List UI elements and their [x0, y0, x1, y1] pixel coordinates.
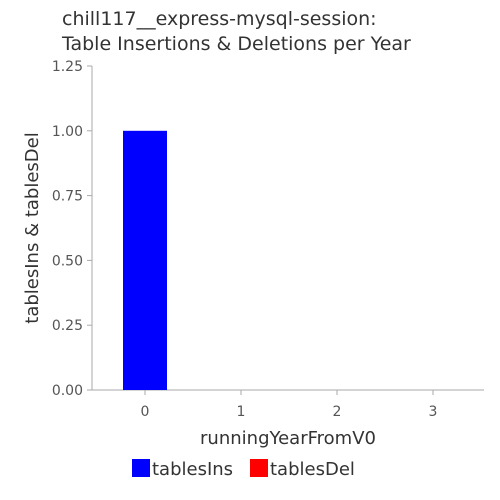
- bar-tablesIns-0: [123, 130, 167, 391]
- y-tick-label-0: 0.00: [52, 383, 83, 399]
- x-tick-label-0: 0: [141, 404, 150, 420]
- y-tick-label-2: 0.50: [52, 253, 83, 269]
- y-tick-label-5: 1.25: [52, 59, 83, 75]
- plot-area: 0.00 0.25 0.50 0.75 1.00 1.25 0 1 2 3: [52, 59, 484, 420]
- chart-title: chill117__express-mysql-session: Table I…: [61, 8, 411, 55]
- y-tick-label-3: 0.75: [52, 189, 83, 205]
- y-tick-label-4: 1.00: [52, 124, 83, 140]
- chart-title-line-1: chill117__express-mysql-session:: [62, 8, 377, 30]
- x-tick-label-3: 3: [429, 404, 438, 420]
- x-tick-label-2: 2: [333, 404, 342, 420]
- legend-label-tablesIns: tablesIns: [152, 459, 233, 480]
- legend-label-tablesDel: tablesDel: [270, 459, 355, 480]
- y-axis-title: tablesIns & tablesDel: [22, 132, 43, 323]
- x-tick-label-1: 1: [237, 404, 246, 420]
- legend-swatch-tablesDel: [250, 459, 268, 477]
- legend-swatch-tablesIns: [132, 459, 150, 477]
- chart-title-line-2: Table Insertions & Deletions per Year: [61, 33, 411, 55]
- legend: tablesIns tablesDel: [132, 459, 355, 480]
- y-tick-label-1: 0.25: [52, 318, 83, 334]
- x-axis-title: runningYearFromV0: [200, 428, 376, 449]
